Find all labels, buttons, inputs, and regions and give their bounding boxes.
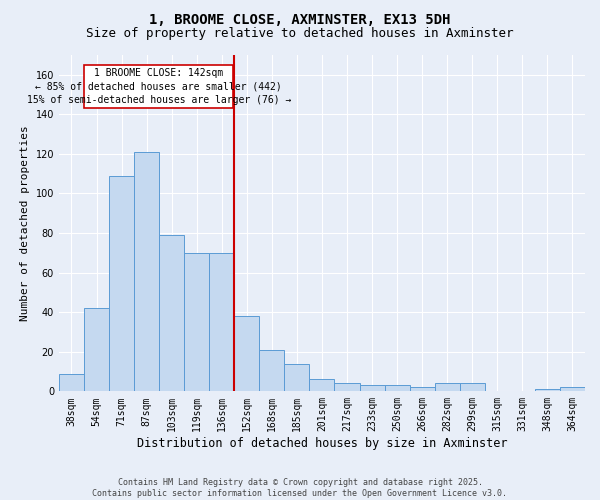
Text: 1, BROOME CLOSE, AXMINSTER, EX13 5DH: 1, BROOME CLOSE, AXMINSTER, EX13 5DH bbox=[149, 12, 451, 26]
Bar bbox=[410, 388, 434, 392]
Bar bbox=[134, 152, 159, 392]
Bar bbox=[434, 384, 460, 392]
Bar bbox=[284, 364, 310, 392]
Bar bbox=[359, 386, 385, 392]
Bar bbox=[84, 308, 109, 392]
Bar bbox=[460, 384, 485, 392]
Text: Contains HM Land Registry data © Crown copyright and database right 2025.
Contai: Contains HM Land Registry data © Crown c… bbox=[92, 478, 508, 498]
Bar bbox=[159, 235, 184, 392]
X-axis label: Distribution of detached houses by size in Axminster: Distribution of detached houses by size … bbox=[137, 437, 507, 450]
Bar bbox=[184, 253, 209, 392]
Bar bbox=[310, 380, 334, 392]
Bar bbox=[209, 253, 234, 392]
FancyBboxPatch shape bbox=[85, 65, 233, 108]
Bar bbox=[334, 384, 359, 392]
Bar bbox=[59, 374, 84, 392]
Bar bbox=[234, 316, 259, 392]
Text: 1 BROOME CLOSE: 142sqm
← 85% of detached houses are smaller (442)
15% of semi-de: 1 BROOME CLOSE: 142sqm ← 85% of detached… bbox=[26, 68, 291, 105]
Bar bbox=[560, 388, 585, 392]
Bar bbox=[259, 350, 284, 392]
Text: Size of property relative to detached houses in Axminster: Size of property relative to detached ho… bbox=[86, 28, 514, 40]
Bar bbox=[109, 176, 134, 392]
Bar bbox=[385, 386, 410, 392]
Y-axis label: Number of detached properties: Number of detached properties bbox=[20, 126, 30, 321]
Bar bbox=[535, 390, 560, 392]
